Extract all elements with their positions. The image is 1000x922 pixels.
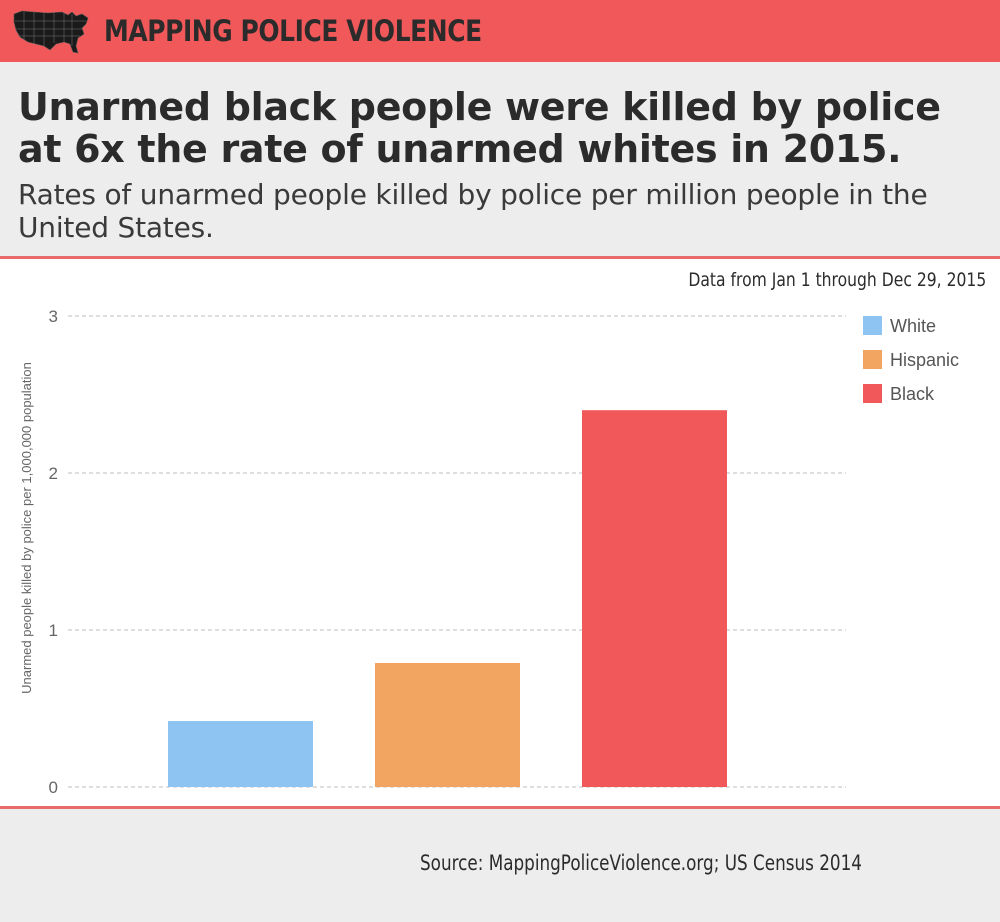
header-banner: MAPPING POLICE VIOLENCE xyxy=(0,0,1000,62)
chart-legend: White Hispanic Black xyxy=(863,316,959,404)
data-range-note: Data from Jan 1 through Dec 29, 2015 xyxy=(688,269,986,291)
y-tick-label: 3 xyxy=(49,307,58,326)
headline: Unarmed black people were killed by poli… xyxy=(18,85,941,171)
bar-white xyxy=(168,721,313,787)
legend-label-black: Black xyxy=(890,384,935,404)
us-map-icon xyxy=(13,10,89,54)
brand-name: MAPPING POLICE VIOLENCE xyxy=(104,14,482,48)
chart-y-ticks: 0 1 2 3 xyxy=(49,307,58,797)
legend-swatch-black xyxy=(863,384,882,403)
legend-label-white: White xyxy=(890,316,936,336)
legend-swatch-hispanic xyxy=(863,350,882,369)
legend-label-hispanic: Hispanic xyxy=(890,350,959,370)
bar-hispanic xyxy=(375,662,520,787)
subheadline: Rates of unarmed people killed by police… xyxy=(18,178,928,244)
bar-black xyxy=(582,410,727,787)
bottom-divider xyxy=(0,806,1000,809)
y-tick-label: 1 xyxy=(49,621,58,640)
y-tick-label: 2 xyxy=(49,464,58,483)
footer-section xyxy=(0,809,1000,922)
source-credit: Source: MappingPoliceViolence.org; US Ce… xyxy=(420,851,862,875)
y-tick-label: 0 xyxy=(49,778,58,797)
y-axis-label: Unarmed people killed by police per 1,00… xyxy=(19,362,34,694)
legend-swatch-white xyxy=(863,316,882,335)
chart-bars xyxy=(168,410,727,787)
title-section xyxy=(0,62,1000,258)
top-divider xyxy=(0,256,1000,259)
bar-chart: 0 1 2 3 White Hispanic Black Unarmed people k… xyxy=(19,307,959,797)
